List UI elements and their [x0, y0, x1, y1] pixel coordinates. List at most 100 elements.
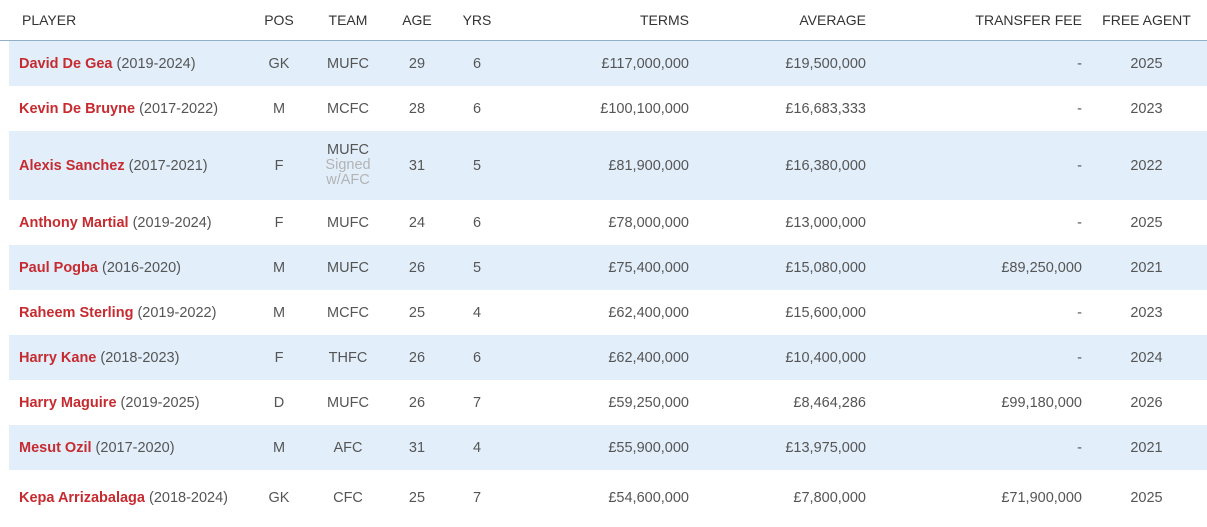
player-link[interactable]: Kevin De Bruyne — [19, 100, 136, 117]
player-link[interactable]: Kepa Arrizabalaga — [19, 490, 145, 506]
age-cell: 25 — [408, 490, 426, 506]
table-row: Alexis Sanchez (2017-2021) F MUFC Signed… — [9, 131, 1207, 200]
yrs-cell: 7 — [472, 490, 482, 506]
transfer-fee-cell: £89,250,000 — [1001, 259, 1082, 276]
average-cell: £19,500,000 — [785, 55, 866, 72]
contract-years: (2019-2025) — [120, 394, 200, 411]
free-agent-cell: 2023 — [1130, 304, 1163, 321]
pos-cell: M — [272, 304, 286, 321]
pos-cell: GK — [268, 55, 290, 72]
yrs-cell: 6 — [472, 55, 482, 72]
table-row: Anthony Martial (2019-2024) F MUFC 24 6 … — [9, 200, 1207, 245]
team-cell: MUFC — [327, 214, 369, 231]
transfer-fee-cell: - — [1077, 100, 1082, 117]
pos-cell: F — [274, 214, 284, 231]
terms-cell: £81,900,000 — [608, 157, 689, 174]
header-terms[interactable]: TERMS — [640, 12, 689, 28]
team-cell: THFC — [328, 349, 368, 366]
team-cell: MUFC — [327, 55, 369, 72]
transfer-fee-cell: - — [1077, 439, 1082, 456]
player-link[interactable]: Raheem Sterling — [19, 304, 134, 321]
transfer-fee-cell: £71,900,000 — [1001, 490, 1082, 506]
terms-cell: £59,250,000 — [608, 394, 689, 411]
team-cell: MUFC — [327, 259, 369, 276]
pos-cell: D — [273, 394, 285, 411]
free-agent-cell: 2021 — [1130, 439, 1163, 456]
contract-years: (2019-2024) — [132, 214, 212, 231]
free-agent-cell: 2023 — [1130, 100, 1163, 117]
terms-cell: £75,400,000 — [608, 259, 689, 276]
table-row: Harry Kane (2018-2023) F THFC 26 6 £62,4… — [9, 335, 1207, 380]
age-cell: 26 — [408, 349, 426, 366]
terms-cell: £100,100,000 — [600, 100, 689, 117]
yrs-cell: 5 — [472, 259, 482, 276]
transfer-fee-cell: £99,180,000 — [1001, 394, 1082, 411]
table-row: David De Gea (2019-2024) GK MUFC 29 6 £1… — [9, 41, 1207, 86]
table-row: Kepa Arrizabalaga (2018-2024) GK CFC 25 … — [9, 470, 1207, 526]
terms-cell: £62,400,000 — [608, 349, 689, 366]
average-cell: £13,975,000 — [785, 439, 866, 456]
pos-cell: M — [272, 439, 286, 456]
contract-years: (2019-2024) — [116, 55, 196, 72]
header-yrs[interactable]: YRS — [462, 12, 492, 28]
header-transfer-fee[interactable]: TRANSFER FEE — [975, 12, 1082, 28]
age-cell: 26 — [408, 394, 426, 411]
team-cell: AFC — [333, 439, 363, 456]
header-player[interactable]: PLAYER — [22, 12, 77, 28]
age-cell: 31 — [408, 439, 426, 456]
free-agent-cell: 2025 — [1130, 490, 1163, 506]
yrs-cell: 4 — [472, 304, 482, 321]
free-agent-cell: 2021 — [1130, 259, 1163, 276]
contract-years: (2017-2021) — [128, 157, 208, 174]
pos-cell: GK — [268, 490, 290, 506]
player-link[interactable]: Paul Pogba — [19, 259, 98, 276]
table-row: Mesut Ozil (2017-2020) M AFC 31 4 £55,90… — [9, 425, 1207, 470]
average-cell: £16,683,333 — [785, 100, 866, 117]
header-age[interactable]: AGE — [402, 12, 432, 28]
player-link[interactable]: Mesut Ozil — [19, 439, 92, 456]
team-cell: MCFC — [327, 100, 369, 117]
team-note: Signed — [325, 157, 371, 173]
contract-years: (2017-2020) — [95, 439, 175, 456]
player-link[interactable]: Alexis Sanchez — [19, 157, 125, 174]
player-cell: Mesut Ozil (2017-2020) — [19, 425, 249, 470]
yrs-cell: 6 — [472, 349, 482, 366]
header-pos[interactable]: POS — [264, 12, 294, 28]
team-cell: MUFC Signed w/AFC — [309, 131, 387, 200]
transfer-fee-cell: - — [1077, 349, 1082, 366]
table-row: Paul Pogba (2016-2020) M MUFC 26 5 £75,4… — [9, 245, 1207, 290]
yrs-cell: 5 — [472, 157, 482, 174]
terms-cell: £78,000,000 — [608, 214, 689, 231]
yrs-cell: 7 — [472, 394, 482, 411]
average-cell: £15,080,000 — [785, 259, 866, 276]
player-link[interactable]: Anthony Martial — [19, 214, 129, 231]
player-cell: Harry Kane (2018-2023) — [19, 335, 249, 380]
header-average[interactable]: AVERAGE — [799, 12, 866, 28]
header-team[interactable]: TEAM — [328, 12, 368, 28]
age-cell: 24 — [408, 214, 426, 231]
average-cell: £16,380,000 — [785, 157, 866, 174]
average-cell: £10,400,000 — [785, 349, 866, 366]
average-cell: £8,464,286 — [793, 394, 866, 411]
age-cell: 31 — [408, 157, 426, 174]
player-cell: Alexis Sanchez (2017-2021) — [19, 131, 249, 200]
transfer-fee-cell: - — [1077, 55, 1082, 72]
player-link[interactable]: David De Gea — [19, 55, 113, 72]
player-cell: Anthony Martial (2019-2024) — [19, 200, 249, 245]
player-cell: Paul Pogba (2016-2020) — [19, 245, 249, 290]
player-cell: David De Gea (2019-2024) — [19, 41, 249, 86]
yrs-cell: 4 — [472, 439, 482, 456]
team-note: w/AFC — [326, 172, 370, 188]
contract-years: (2016-2020) — [102, 259, 181, 276]
pos-cell: F — [274, 349, 284, 366]
age-cell: 25 — [408, 304, 426, 321]
header-free-agent[interactable]: FREE AGENT — [1102, 12, 1191, 28]
player-cell: Kepa Arrizabalaga (2018-2024) — [19, 470, 249, 526]
pos-cell: F — [274, 157, 284, 174]
free-agent-cell: 2024 — [1130, 349, 1163, 366]
contract-years: (2018-2024) — [149, 490, 229, 506]
pos-cell: M — [272, 100, 286, 117]
player-link[interactable]: Harry Maguire — [19, 394, 117, 411]
player-link[interactable]: Harry Kane — [19, 349, 97, 366]
